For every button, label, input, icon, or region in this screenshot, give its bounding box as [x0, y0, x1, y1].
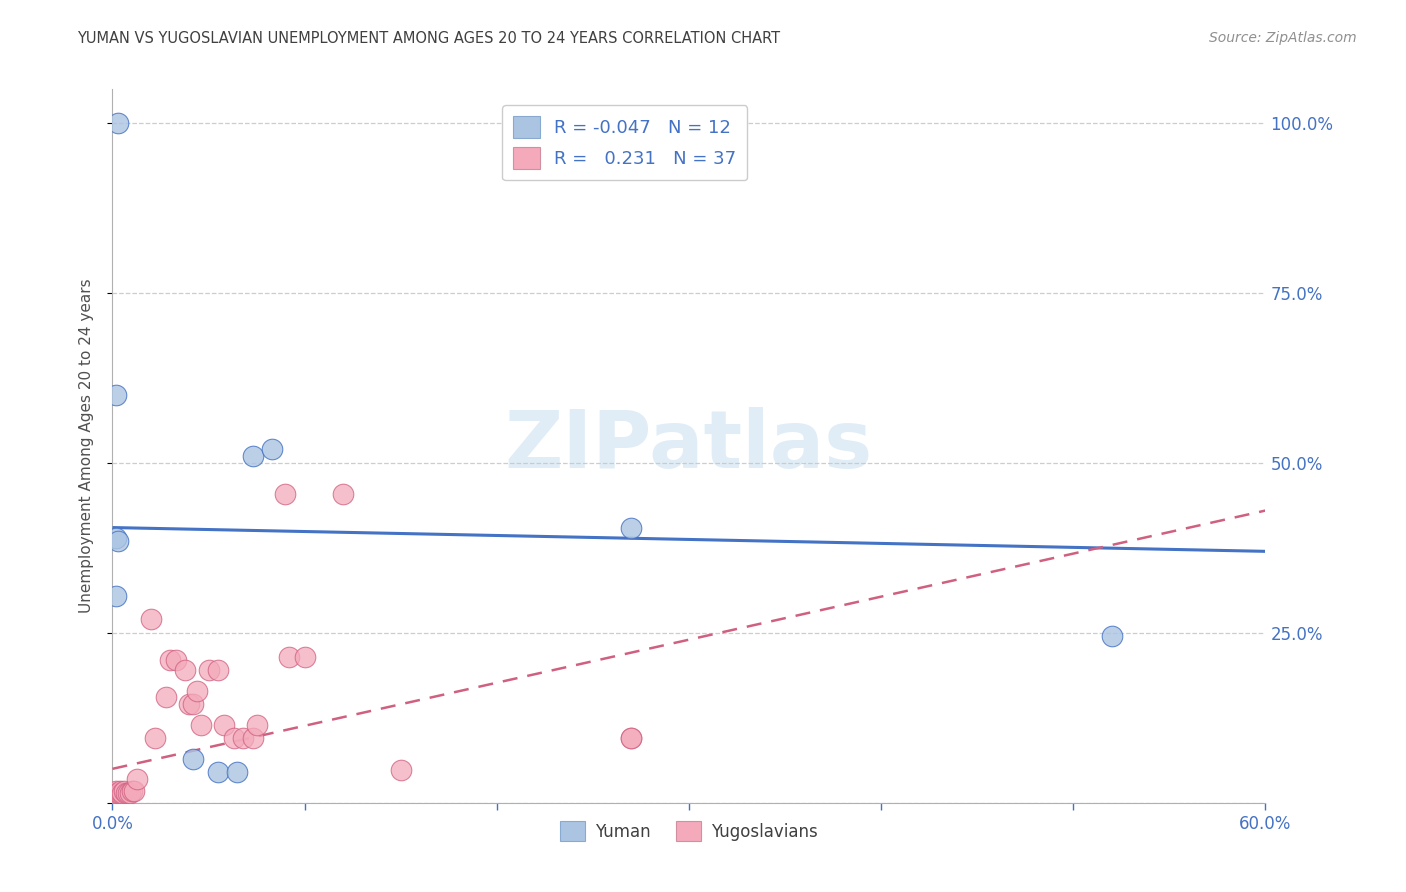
Point: [107, 116, 129, 130]
Point: [274, 486, 297, 500]
Point: [127, 772, 149, 786]
Point: [222, 731, 245, 746]
Point: [112, 784, 135, 798]
Point: [103, 786, 125, 800]
Point: [242, 731, 264, 746]
Point: [294, 649, 316, 664]
Point: [179, 698, 201, 712]
Point: [186, 683, 208, 698]
Point: [107, 786, 129, 800]
Legend: Yuman, Yugoslavians: Yuman, Yugoslavians: [554, 814, 824, 848]
Point: [232, 731, 254, 746]
Point: [165, 653, 187, 667]
Point: [108, 786, 131, 800]
Point: [1101, 629, 1123, 643]
Point: [118, 786, 141, 800]
Point: [190, 717, 212, 731]
Point: [181, 751, 204, 765]
Text: Source: ZipAtlas.com: Source: ZipAtlas.com: [1209, 31, 1357, 45]
Point: [155, 690, 177, 705]
Point: [121, 784, 143, 798]
Point: [620, 731, 643, 746]
Point: [278, 649, 301, 664]
Point: [389, 763, 412, 777]
Point: [117, 786, 139, 800]
Point: [159, 653, 181, 667]
Point: [212, 717, 235, 731]
Text: ZIPatlas: ZIPatlas: [505, 407, 873, 485]
Point: [242, 449, 264, 463]
Point: [620, 520, 643, 534]
Point: [105, 589, 128, 603]
Point: [197, 663, 219, 677]
Point: [620, 731, 643, 746]
Point: [260, 442, 283, 457]
Point: [246, 717, 269, 731]
Point: [332, 486, 354, 500]
Point: [174, 663, 197, 677]
Point: [207, 663, 229, 677]
Point: [207, 765, 229, 780]
Text: YUMAN VS YUGOSLAVIAN UNEMPLOYMENT AMONG AGES 20 TO 24 YEARS CORRELATION CHART: YUMAN VS YUGOSLAVIAN UNEMPLOYMENT AMONG …: [77, 31, 780, 46]
Point: [143, 731, 166, 746]
Point: [181, 698, 204, 712]
Point: [139, 612, 162, 626]
Y-axis label: Unemployment Among Ages 20 to 24 years: Unemployment Among Ages 20 to 24 years: [79, 278, 94, 614]
Point: [122, 784, 145, 798]
Point: [108, 783, 131, 797]
Point: [105, 531, 128, 545]
Point: [111, 786, 134, 800]
Point: [107, 534, 129, 549]
Point: [115, 786, 138, 800]
Point: [226, 765, 249, 780]
Point: [105, 783, 128, 797]
Point: [105, 388, 128, 402]
